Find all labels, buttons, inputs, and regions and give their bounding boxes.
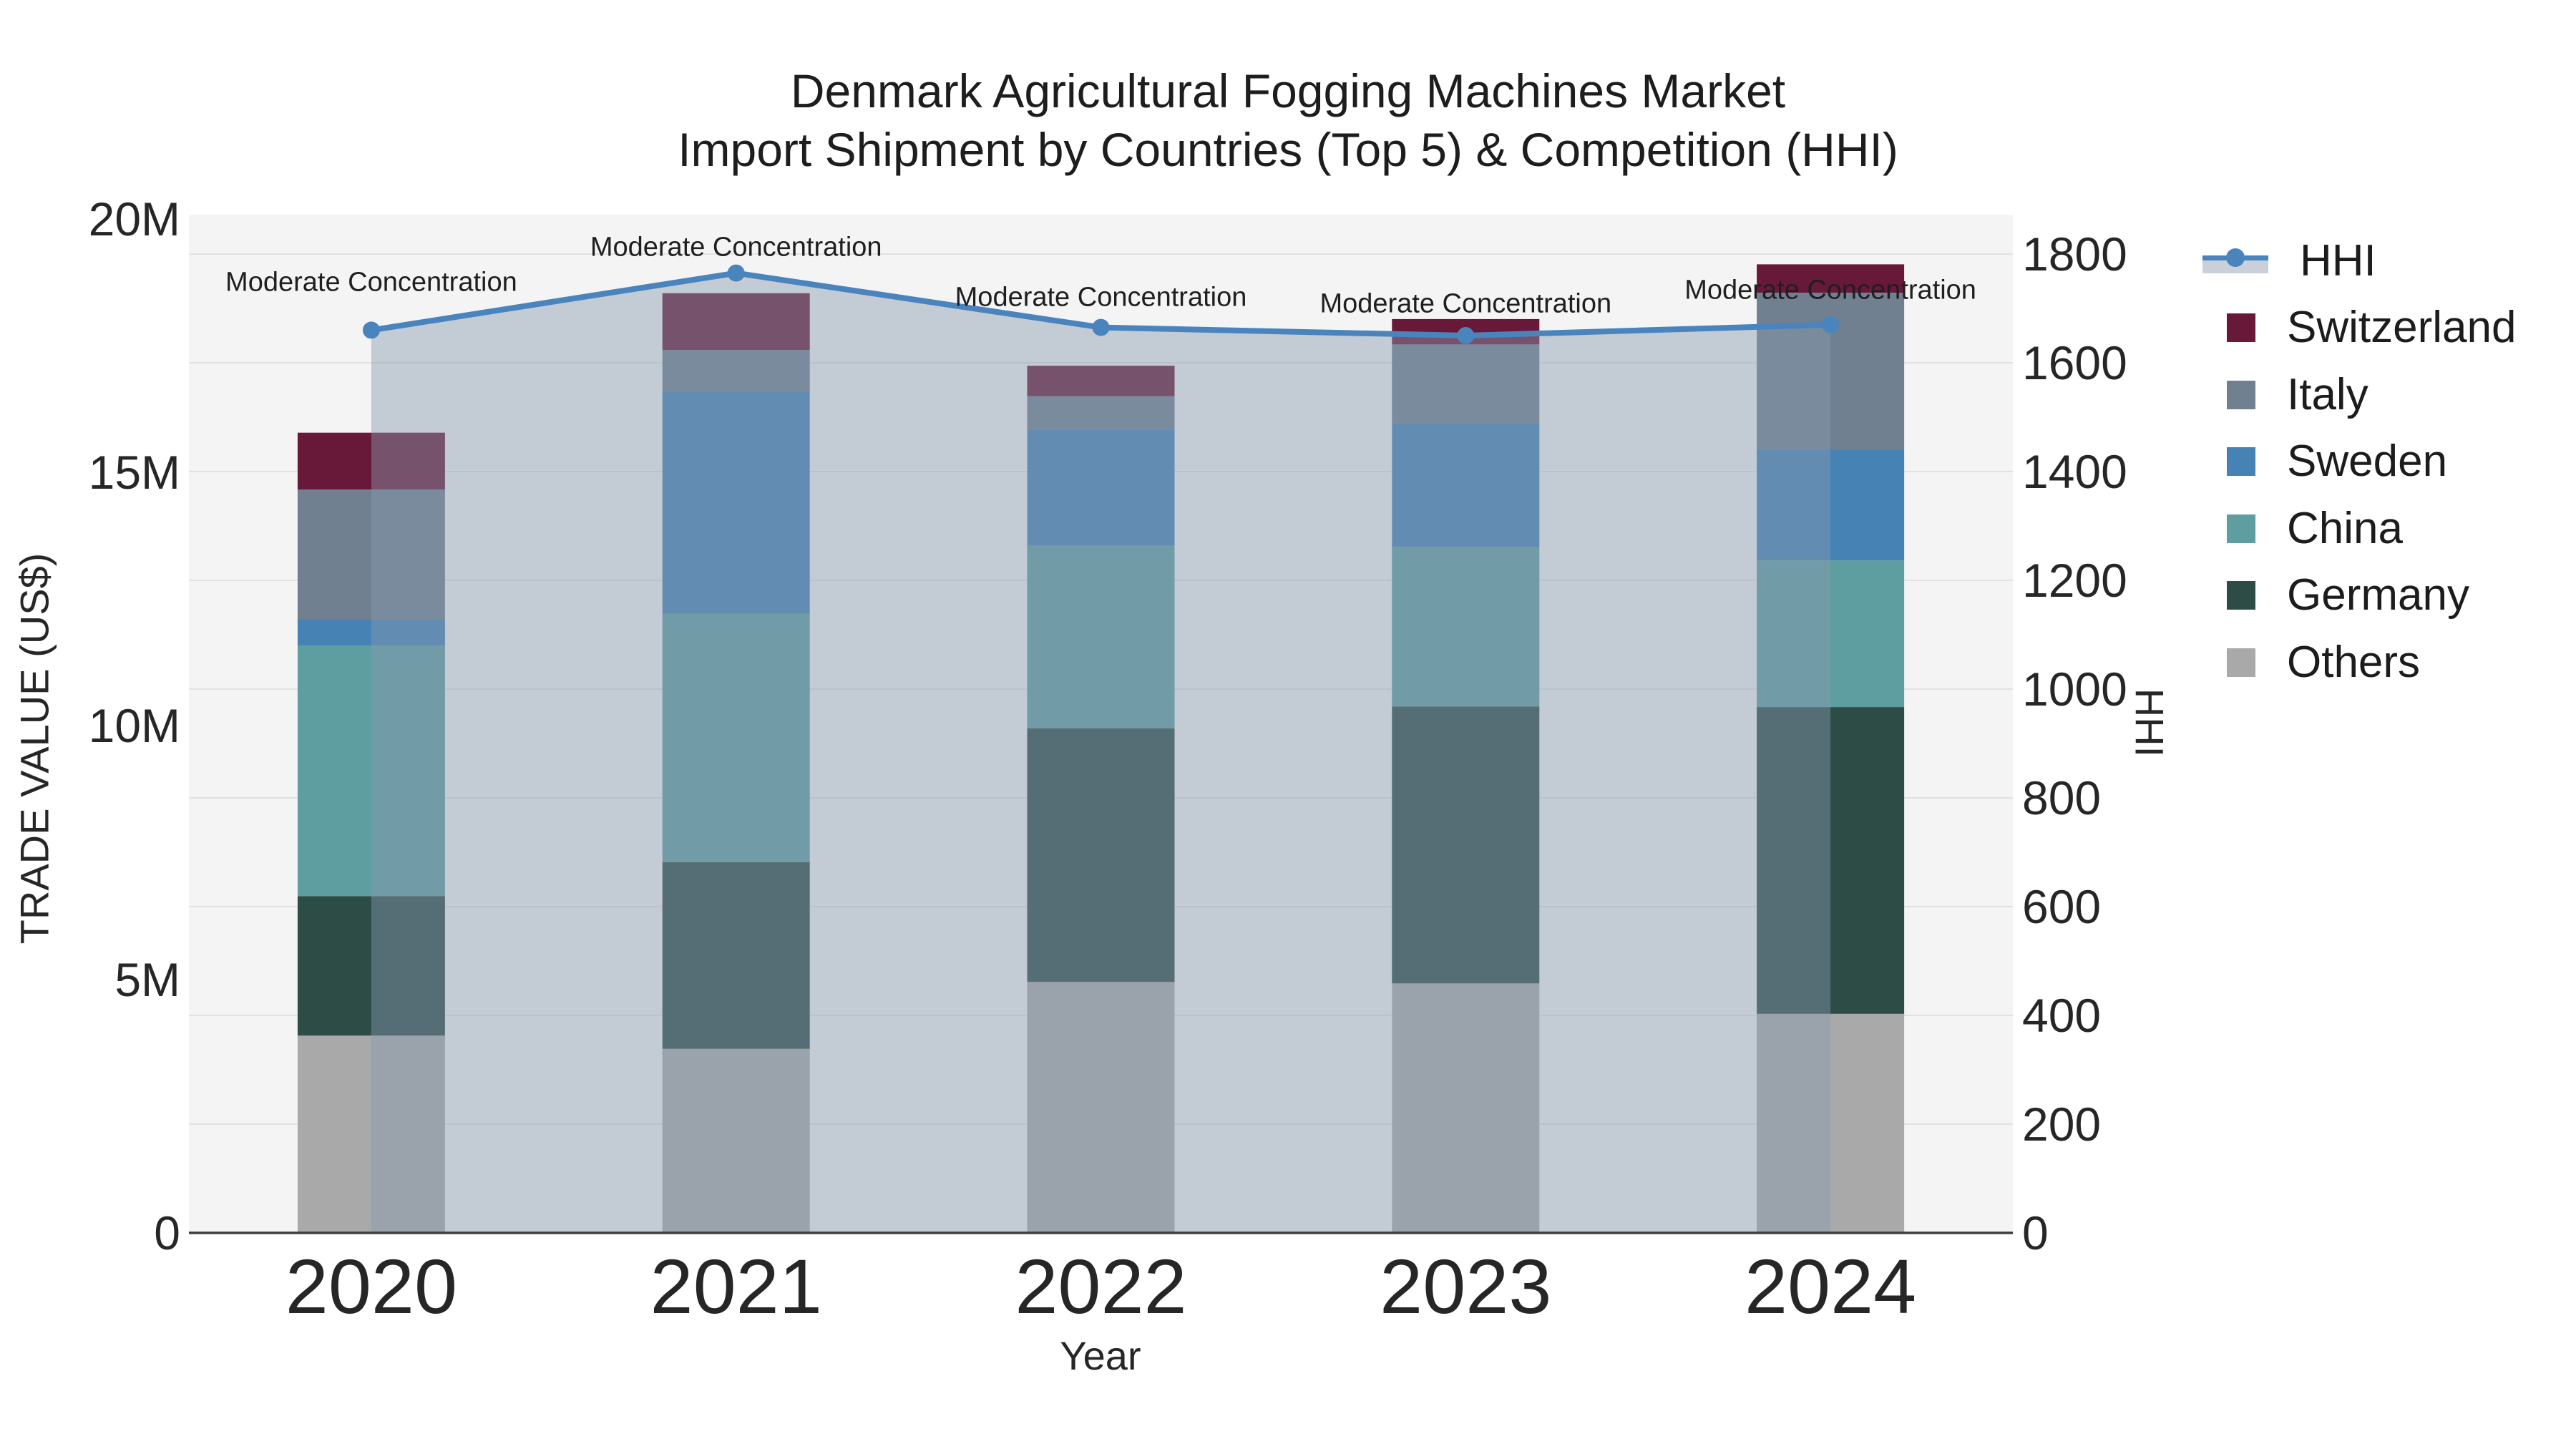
bar-segment-germany-2021[interactable] <box>662 862 810 1049</box>
bar-segment-china-2023[interactable] <box>1392 547 1540 707</box>
y-right-tick-400: 400 <box>2022 989 2102 1042</box>
legend-item-italy[interactable]: Italy <box>2202 370 2368 420</box>
y-right-tick-800: 800 <box>2022 771 2102 824</box>
legend-swatch-italy <box>2227 380 2255 409</box>
legend-swatch-sweden <box>2227 447 2255 476</box>
y-left-tick-20M: 20M <box>88 192 180 245</box>
annotation-2020: Moderate Concentration <box>225 267 517 298</box>
annotation-2023: Moderate Concentration <box>1319 288 1612 319</box>
hhi-marker-2023[interactable] <box>1457 327 1475 344</box>
y-right-tick-1000: 1000 <box>2022 663 2127 716</box>
legend-item-hhi[interactable]: HHI <box>2202 236 2376 286</box>
x-tick-2022: 2022 <box>1015 1243 1187 1330</box>
y-right-tick-600: 600 <box>2022 880 2102 933</box>
bar-segment-sweden-2023[interactable] <box>1392 423 1540 547</box>
chart-title-line1: Denmark Agricultural Fogging Machines Ma… <box>790 64 1786 117</box>
legend-item-others[interactable]: Others <box>2202 638 2420 688</box>
bar-segment-italy-2022[interactable] <box>1027 396 1175 429</box>
y-left-tick-5M: 5M <box>114 952 180 1006</box>
bar-segment-switzerland-2020[interactable] <box>297 432 445 490</box>
hhi-marker-sample <box>2226 248 2245 267</box>
legend-swatch-others <box>2227 648 2255 677</box>
x-tick-2023: 2023 <box>1380 1243 1552 1330</box>
y-left-tick-0: 0 <box>154 1206 180 1259</box>
y-axis-right-title: HHI <box>2127 688 2172 758</box>
legend-item-switzerland[interactable]: Switzerland <box>2202 303 2516 353</box>
y-right-tick-1200: 1200 <box>2022 554 2127 607</box>
legend-label-hhi: HHI <box>2300 236 2376 286</box>
legend-label-others: Others <box>2287 637 2421 687</box>
x-tick-2024: 2024 <box>1744 1243 1917 1330</box>
annotation-2021: Moderate Concentration <box>590 232 882 263</box>
bar-segment-germany-2023[interactable] <box>1392 706 1540 984</box>
hhi-marker-2021[interactable] <box>727 264 745 282</box>
bar-segment-china-2020[interactable] <box>297 645 445 897</box>
bar-segment-china-2022[interactable] <box>1027 545 1175 728</box>
bar-segment-others-2023[interactable] <box>1392 983 1540 1233</box>
y-right-tick-0: 0 <box>2022 1206 2049 1259</box>
legend-swatch-switzerland <box>2227 313 2255 342</box>
legend-item-china[interactable]: China <box>2202 504 2403 554</box>
bar-segment-italy-2021[interactable] <box>662 350 810 392</box>
bar-segment-switzerland-2022[interactable] <box>1027 366 1175 396</box>
bar-segment-china-2021[interactable] <box>662 613 810 862</box>
bar-segment-germany-2024[interactable] <box>1757 707 1905 1014</box>
y-right-tick-1400: 1400 <box>2022 445 2127 498</box>
hhi-line-sample-icon <box>2202 248 2268 273</box>
bar-segment-germany-2020[interactable] <box>297 896 445 1036</box>
bar-segment-switzerland-2021[interactable] <box>662 293 810 351</box>
hhi-marker-2024[interactable] <box>1822 316 1840 333</box>
legend-label-sweden: Sweden <box>2287 436 2448 486</box>
bar-segment-others-2021[interactable] <box>662 1048 810 1233</box>
legend-item-germany[interactable]: Germany <box>2202 570 2469 620</box>
legend-item-sweden[interactable]: Sweden <box>2202 436 2447 487</box>
y-left-tick-15M: 15M <box>88 445 180 499</box>
x-axis-title: Year <box>1060 1333 1141 1378</box>
bar-segment-italy-2020[interactable] <box>297 489 445 620</box>
annotation-2024: Moderate Concentration <box>1684 275 1976 306</box>
bar-segment-others-2020[interactable] <box>297 1035 445 1233</box>
chart-title-line2: Import Shipment by Countries (Top 5) & C… <box>678 123 1898 176</box>
y-right-tick-1800: 1800 <box>2022 228 2127 280</box>
bar-segment-others-2024[interactable] <box>1757 1013 1905 1233</box>
hhi-marker-2022[interactable] <box>1092 318 1110 336</box>
bar-segment-italy-2023[interactable] <box>1392 344 1540 424</box>
x-tick-2020: 2020 <box>285 1243 458 1330</box>
bar-segment-switzerland-2024[interactable] <box>1757 264 1905 293</box>
bar-segment-germany-2022[interactable] <box>1027 728 1175 982</box>
legend-swatch-germany <box>2227 581 2255 610</box>
legend-label-china: China <box>2287 503 2403 553</box>
bar-segment-sweden-2021[interactable] <box>662 391 810 614</box>
bar-segment-others-2022[interactable] <box>1027 982 1175 1233</box>
y-left-tick-10M: 10M <box>88 699 180 753</box>
bar-segment-sweden-2022[interactable] <box>1027 429 1175 546</box>
legend-label-germany: Germany <box>2287 570 2469 620</box>
bar-segment-china-2024[interactable] <box>1757 560 1905 708</box>
bar-segment-sweden-2024[interactable] <box>1757 449 1905 561</box>
bar-segment-sweden-2020[interactable] <box>297 619 445 646</box>
hhi-marker-2020[interactable] <box>362 321 380 339</box>
legend-label-switzerland: Switzerland <box>2287 303 2517 352</box>
hhi-area-fill <box>371 273 1831 1234</box>
x-tick-2021: 2021 <box>650 1243 822 1330</box>
legend-swatch-china <box>2227 514 2255 543</box>
annotation-2022: Moderate Concentration <box>955 282 1247 313</box>
y-right-tick-200: 200 <box>2022 1098 2102 1151</box>
chart-title: Denmark Agricultural Fogging Machines Ma… <box>678 62 1898 179</box>
y-right-tick-1600: 1600 <box>2022 336 2127 389</box>
legend-label-italy: Italy <box>2287 369 2368 419</box>
